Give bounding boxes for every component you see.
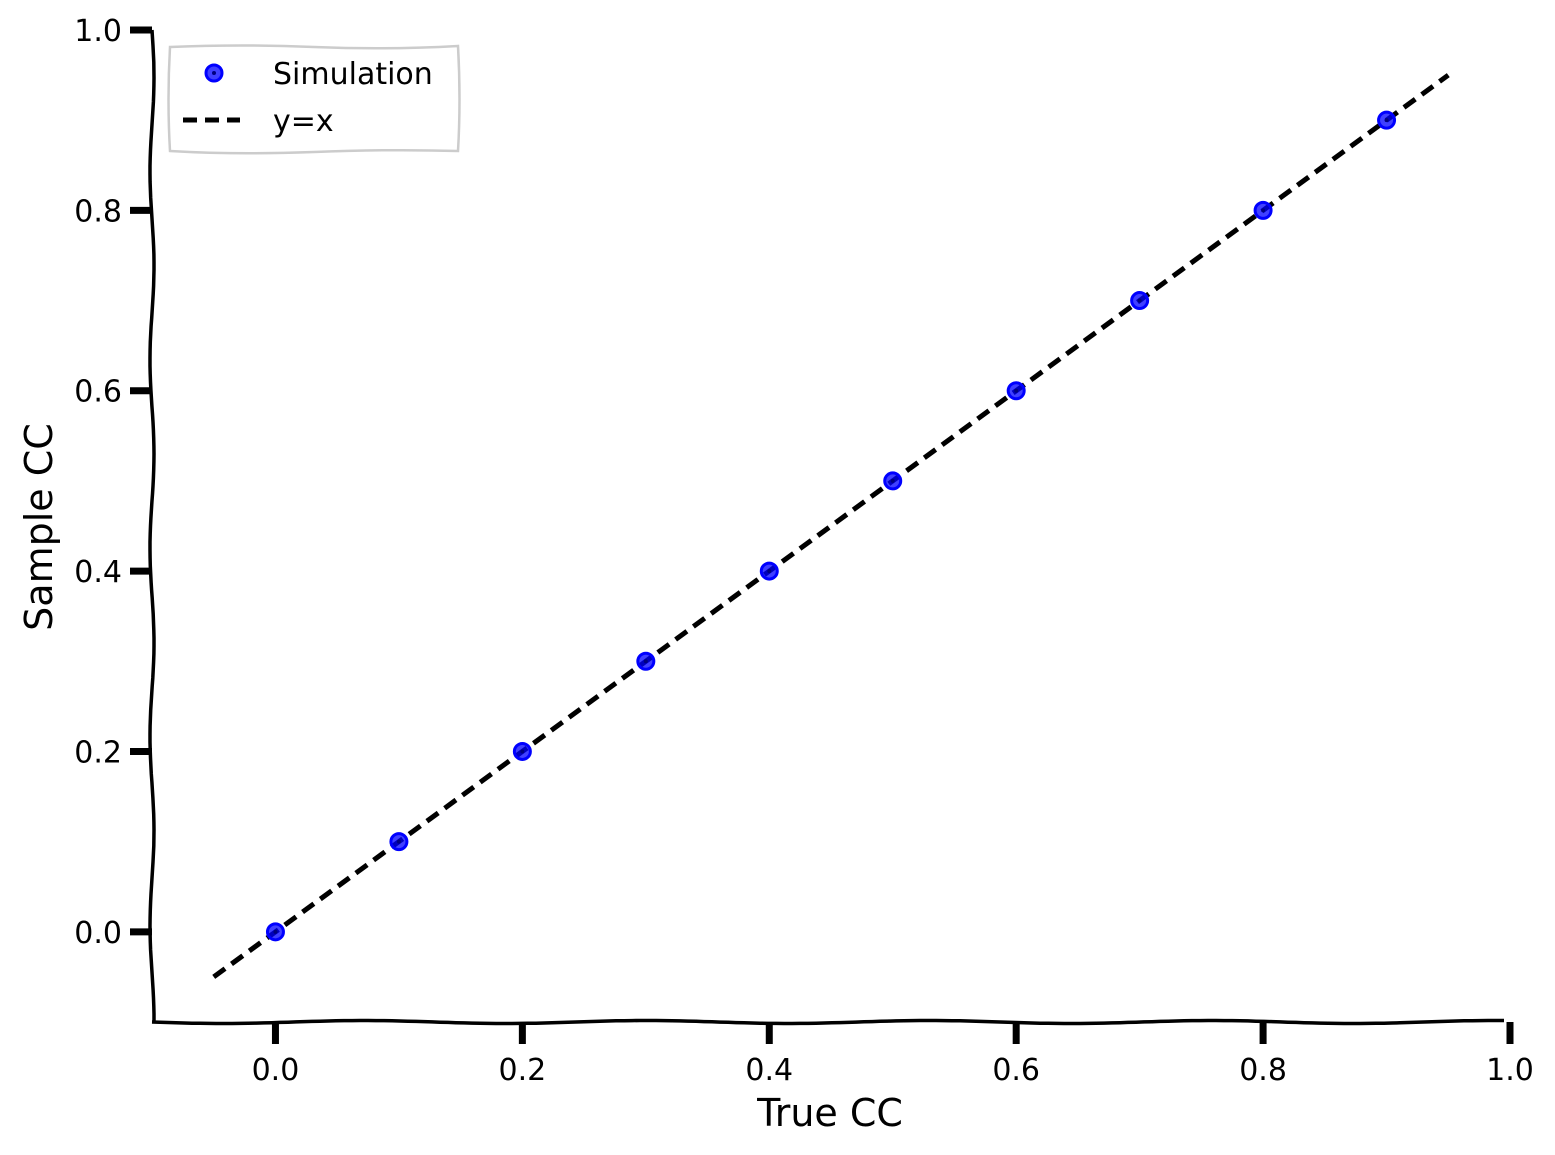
simulation-point-center — [1014, 388, 1019, 393]
simulation-point-center — [396, 839, 401, 844]
y-axis-spine — [148, 29, 156, 1022]
simulation-point-center — [1384, 118, 1389, 123]
y-tick-label: 1.0 — [74, 14, 122, 49]
simulation-point-center — [520, 749, 525, 754]
x-tick-label: 1.0 — [1486, 1053, 1534, 1088]
x-ticks: 0.0 0.2 0.4 0.6 0.8 1.0 — [252, 1022, 1534, 1088]
y-axis-title: Sample CC — [17, 423, 61, 631]
legend-label-simulation: Simulation — [273, 57, 433, 92]
series-line-y-equals-x — [212, 73, 1450, 979]
simulation-point-center — [1261, 208, 1266, 213]
y-tick-label: 0.0 — [74, 916, 122, 951]
x-tick-label: 0.8 — [1239, 1053, 1287, 1088]
legend: Simulation y=x — [167, 44, 461, 155]
y-tick-label: 0.8 — [74, 194, 122, 229]
y-tick-label: 0.6 — [74, 375, 122, 410]
simulation-point-center — [273, 929, 278, 934]
x-tick-label: 0.4 — [745, 1053, 793, 1088]
y-tick-label: 0.2 — [74, 735, 122, 770]
simulation-point-center — [767, 569, 772, 574]
legend-label-yx: y=x — [273, 104, 334, 139]
x-tick-label: 0.6 — [992, 1053, 1040, 1088]
x-tick-label: 0.2 — [499, 1053, 547, 1088]
x-tick-label: 0.0 — [252, 1053, 300, 1088]
x-axis-spine — [151, 1018, 1504, 1026]
y-ticks: 0.0 0.2 0.4 0.6 0.8 1.0 — [74, 14, 152, 951]
axes — [148, 29, 1504, 1026]
simulation-point-center — [890, 478, 895, 483]
legend-marker-simulation-dot — [212, 71, 216, 75]
simulation-point-center — [1137, 298, 1142, 303]
legend-frame — [167, 44, 461, 155]
simulation-point-center — [643, 659, 648, 664]
x-axis-title: True CC — [756, 1091, 903, 1135]
y-tick-label: 0.4 — [74, 555, 122, 590]
plot-area — [212, 73, 1450, 979]
